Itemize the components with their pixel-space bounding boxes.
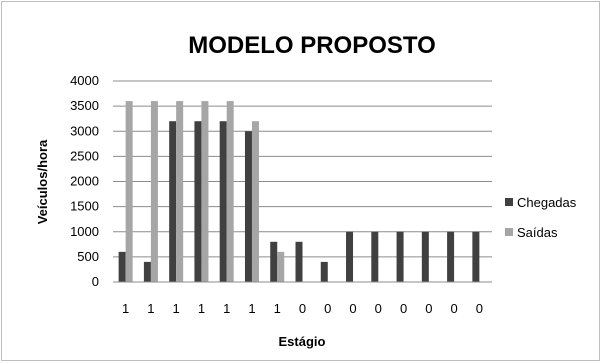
y-tick-label-5: 2500 <box>70 148 99 163</box>
bar-chegadas-5 <box>244 131 252 282</box>
y-tick-label-8: 4000 <box>70 73 99 88</box>
bar-chegadas-8 <box>320 261 328 282</box>
bar-chegadas-9 <box>346 231 354 282</box>
chart-title: MODELO PROPOSTO <box>188 32 436 59</box>
bar-chegadas-4 <box>219 121 227 282</box>
y-axis-title: Veículos/hora <box>35 139 50 224</box>
legend-swatch-saídas <box>505 228 513 236</box>
bar-saídas-4 <box>226 101 234 282</box>
x-tick-label-1: 1 <box>147 301 154 316</box>
legend-swatch-chegadas <box>505 198 513 206</box>
x-tick-label-12: 0 <box>425 301 432 316</box>
y-axis-ticks: 0 500 1000 1500 2000 2500 3000 3500 4000 <box>70 73 99 289</box>
legend-label-chegadas: Chegadas <box>517 195 577 210</box>
bar-chegadas-11 <box>396 231 404 282</box>
bar-chegadas-13 <box>447 231 455 282</box>
x-tick-label-9: 0 <box>349 301 356 316</box>
x-tick-label-6: 1 <box>274 301 281 316</box>
x-tick-label-14: 0 <box>476 301 483 316</box>
y-tick-label-7: 3500 <box>70 98 99 113</box>
legend: Chegadas Saídas <box>505 195 577 240</box>
y-tick-label-1: 500 <box>77 249 99 264</box>
bar-saídas-5 <box>251 121 259 282</box>
y-tick-label-3: 1500 <box>70 199 99 214</box>
x-axis-title: Estágio <box>279 334 326 349</box>
x-tick-label-2: 1 <box>173 301 180 316</box>
bar-saídas-0 <box>125 101 133 282</box>
y-tick-label-0: 0 <box>92 274 99 289</box>
bar-chegadas-6 <box>270 241 278 282</box>
bar-saídas-6 <box>277 251 285 282</box>
x-axis-ticks: 1 1 1 1 1 1 1 0 0 0 0 0 0 0 0 <box>122 301 483 316</box>
bar-saídas-2 <box>176 101 184 282</box>
bar-chegadas-7 <box>295 241 303 282</box>
x-tick-label-13: 0 <box>450 301 457 316</box>
x-tick-label-4: 1 <box>223 301 230 316</box>
x-tick-label-7: 0 <box>299 301 306 316</box>
bars <box>118 101 480 282</box>
bar-saídas-3 <box>201 101 209 282</box>
bar-chegadas-10 <box>371 231 379 282</box>
bar-chegadas-2 <box>169 121 177 282</box>
x-tick-label-8: 0 <box>324 301 331 316</box>
legend-label-saídas: Saídas <box>517 225 558 240</box>
x-tick-label-0: 1 <box>122 301 129 316</box>
bar-chegadas-0 <box>118 251 126 282</box>
y-tick-label-2: 1000 <box>70 224 99 239</box>
bar-chegadas-14 <box>472 231 480 282</box>
x-tick-label-11: 0 <box>400 301 407 316</box>
x-tick-label-3: 1 <box>198 301 205 316</box>
bar-chegadas-12 <box>421 231 429 282</box>
y-tick-label-6: 3000 <box>70 123 99 138</box>
bar-saídas-1 <box>150 101 158 282</box>
bar-chegadas-1 <box>143 261 151 282</box>
bar-chegadas-3 <box>194 121 202 282</box>
x-tick-label-10: 0 <box>375 301 382 316</box>
y-tick-label-4: 2000 <box>70 174 99 189</box>
x-tick-label-5: 1 <box>248 301 255 316</box>
